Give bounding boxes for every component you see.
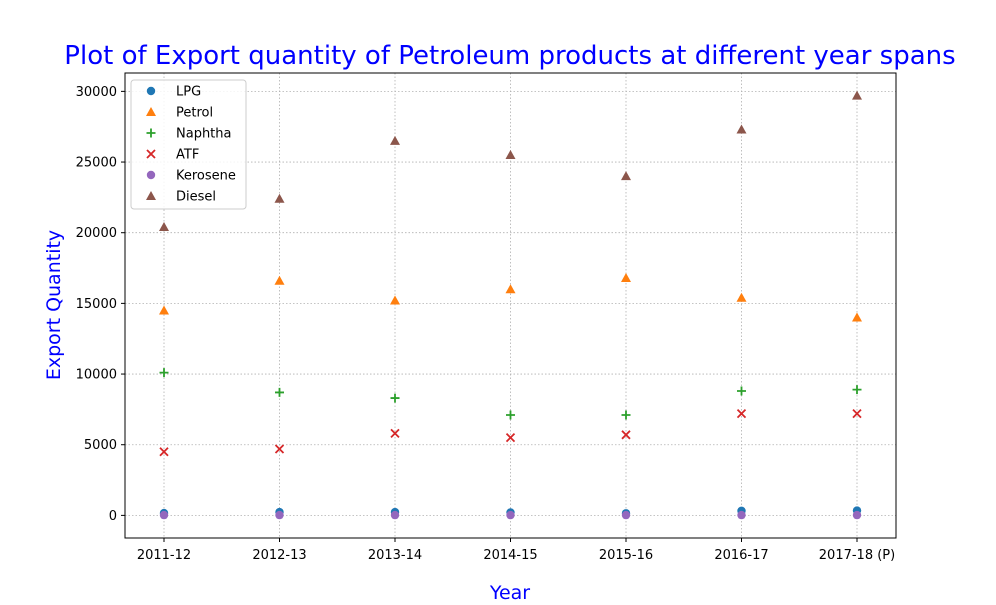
data-point-petrol [621, 272, 631, 282]
data-point-kerosene [737, 510, 746, 520]
data-point-diesel [852, 90, 862, 100]
legend-label-diesel: Diesel [176, 190, 216, 205]
data-point-diesel [505, 149, 516, 159]
series-petrol [159, 272, 862, 322]
x-tick-label: 2015-16 [599, 548, 653, 563]
series-diesel [159, 90, 862, 232]
series-kerosene [159, 510, 862, 520]
legend: LPG Petrol Naphtha ATF Kerosene Diesel [130, 79, 247, 210]
data-point-naphtha [275, 387, 284, 397]
data-point-diesel [274, 193, 285, 203]
data-point-diesel [159, 222, 169, 232]
x-tick-label: 2012-13 [252, 548, 306, 563]
legend-label-lpg: LPG [176, 85, 201, 100]
y-tick-label: 10000 [76, 368, 117, 383]
data-point-petrol [736, 292, 747, 302]
x-tick-label: 2016-17 [714, 548, 768, 563]
data-point-petrol [159, 305, 169, 315]
data-point-atf [505, 433, 516, 443]
y-tick-label: 30000 [76, 85, 117, 100]
legend-label-petrol: Petrol [176, 106, 213, 121]
legend-marker-atf [146, 149, 156, 159]
legend-label-kerosene: Kerosene [176, 169, 236, 184]
x-tick-label: 2017-18 (P) [819, 548, 895, 563]
data-point-kerosene [159, 510, 169, 520]
data-point-naphtha [737, 386, 746, 396]
marks-layer [159, 90, 862, 520]
y-tick-label: 25000 [76, 156, 117, 171]
x-tick-label: 2011-12 [137, 548, 191, 563]
ticks-layer: 2011-12 2012-13 2013-14 2014-15 2015-16 2016-… [76, 85, 896, 563]
data-point-kerosene [275, 510, 284, 520]
data-point-atf [852, 408, 862, 419]
data-point-kerosene [506, 510, 515, 520]
y-axis-label: Export Quantity [43, 230, 65, 380]
data-point-petrol [390, 295, 400, 305]
legend-marker-diesel [146, 191, 156, 200]
data-point-kerosene [621, 510, 631, 520]
legend-marker-petrol [146, 107, 156, 116]
data-point-atf [274, 444, 285, 454]
data-point-diesel [736, 124, 747, 134]
data-point-atf [621, 430, 631, 440]
x-axis-label: Year [489, 582, 530, 604]
data-point-petrol [274, 275, 285, 285]
data-point-atf [159, 447, 169, 457]
data-point-petrol [852, 312, 862, 322]
data-point-petrol [505, 284, 516, 294]
data-point-diesel [621, 171, 631, 181]
y-tick-label: 5000 [84, 438, 117, 453]
data-point-naphtha [852, 385, 862, 395]
y-tick-label: 0 [109, 509, 117, 524]
x-tick-label: 2014-15 [483, 548, 537, 563]
y-tick-label: 15000 [76, 297, 117, 312]
data-point-atf [390, 428, 400, 439]
data-point-kerosene [852, 510, 862, 520]
data-point-diesel [390, 135, 400, 145]
series-naphtha [159, 368, 862, 420]
legend-box [130, 79, 247, 210]
data-point-atf [736, 408, 747, 419]
series-atf [159, 408, 862, 457]
legend-marker-naphtha [146, 128, 156, 138]
data-point-naphtha [390, 393, 400, 403]
data-point-kerosene [390, 510, 400, 520]
x-tick-label: 2013-14 [368, 548, 422, 563]
legend-marker-kerosene [146, 170, 156, 180]
data-point-naphtha [506, 410, 515, 420]
data-point-naphtha [621, 410, 631, 420]
chart-title: Plot of Export quantity of Petroleum pro… [64, 41, 955, 71]
legend-label-naphtha: Naphtha [176, 127, 232, 142]
data-point-naphtha [159, 368, 169, 378]
y-tick-label: 20000 [76, 226, 117, 241]
legend-marker-lpg [146, 86, 156, 96]
legend-label-atf: ATF [176, 148, 199, 163]
